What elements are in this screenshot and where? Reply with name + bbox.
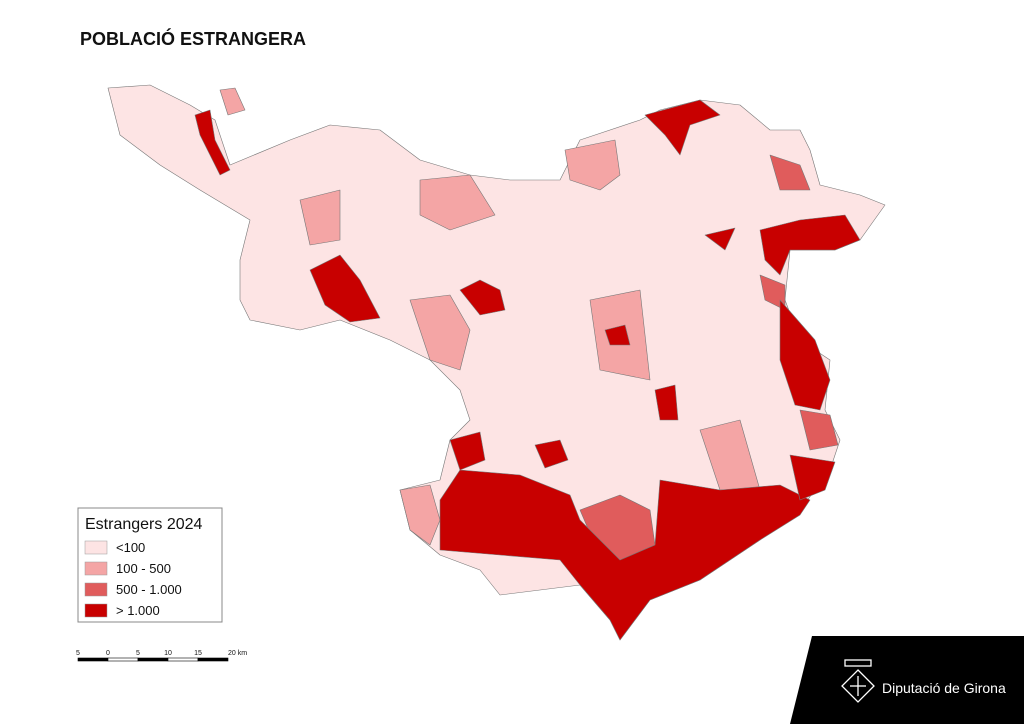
region — [604, 324, 631, 346]
map-title: POBLACIÓ ESTRANGERA — [80, 28, 306, 49]
region — [194, 109, 231, 176]
legend-label: > 1.000 — [116, 603, 160, 618]
region — [789, 454, 836, 501]
legend-swatch — [84, 603, 108, 618]
region — [644, 99, 721, 156]
region — [799, 409, 839, 451]
region — [459, 279, 506, 316]
legend-title: Estrangers 2024 — [85, 516, 203, 533]
region — [564, 139, 621, 191]
scale-label: 5 — [136, 650, 140, 657]
region — [769, 154, 811, 191]
scale-segment — [137, 657, 169, 662]
logo-text: Diputació de Girona — [882, 680, 1006, 696]
legend-swatch — [84, 540, 108, 555]
logo: Diputació de Girona — [790, 636, 1024, 724]
region — [299, 189, 341, 246]
logo-background — [790, 636, 1024, 724]
legend-label: 100 - 500 — [116, 561, 171, 576]
legend-items: <100 100 - 500 500 - 1.000 > 1.000 — [84, 540, 182, 618]
region — [449, 431, 486, 471]
scale-label: 10 — [164, 650, 172, 657]
region — [399, 484, 441, 546]
scale-bar: 5 0 5 10 15 20 km — [76, 650, 247, 662]
region — [419, 174, 496, 231]
scale-label: 20 km — [228, 650, 247, 657]
legend-swatch — [84, 582, 108, 597]
legend-label: <100 — [116, 540, 145, 555]
scale-segment — [167, 657, 199, 662]
region — [704, 227, 736, 251]
legend-swatch — [84, 561, 108, 576]
scale-label: 5 — [76, 650, 80, 657]
region — [219, 87, 246, 116]
region — [534, 439, 569, 469]
logo-emblem — [841, 659, 875, 703]
scale-segment — [107, 657, 139, 662]
scale-segment — [77, 657, 109, 662]
region — [779, 299, 831, 411]
scale-segment — [197, 657, 229, 662]
region — [409, 294, 471, 371]
legend-label: 500 - 1.000 — [116, 582, 182, 597]
scale-label: 0 — [106, 650, 110, 657]
scale-label: 15 — [194, 650, 202, 657]
region — [439, 469, 811, 641]
region — [654, 384, 679, 421]
legend: Estrangers 2024 <100 100 - 500 500 - 1.000… — [77, 507, 223, 623]
map — [107, 84, 886, 641]
region — [309, 254, 381, 323]
region — [759, 214, 861, 276]
